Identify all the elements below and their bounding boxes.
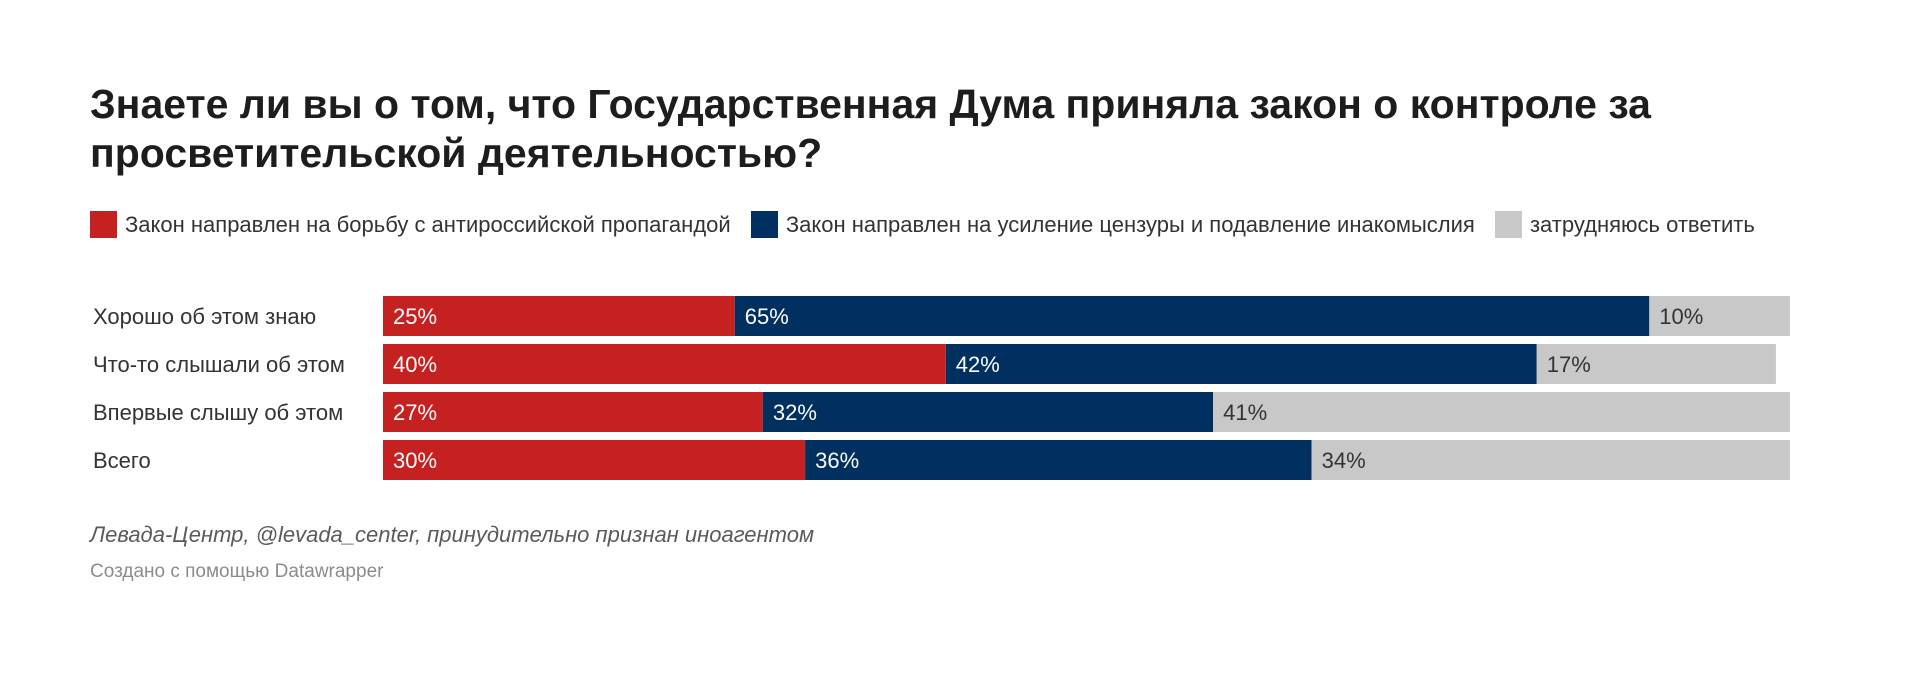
value-label-undecided: 10%: [1659, 304, 1703, 329]
value-label-censorship: 36%: [815, 448, 859, 473]
value-label-propaganda: 27%: [393, 400, 437, 425]
legend-label-censorship: Закон направлен на усиление цензуры и по…: [785, 212, 1475, 237]
value-label-undecided: 17%: [1547, 352, 1591, 377]
legend-label-propaganda: Закон направлен на борьбу с антироссийск…: [125, 212, 731, 237]
source-note: Левада-Центр, @levada_center, принудител…: [90, 522, 815, 547]
row-label: Хорошо об этом знаю: [93, 304, 316, 329]
legend-label-undecided: затрудняюсь ответить: [1529, 212, 1755, 237]
value-label-propaganda: 40%: [393, 352, 437, 377]
value-label-propaganda: 25%: [393, 304, 437, 329]
legend-swatch-blue: [750, 211, 778, 238]
credit-note: Создано с помощью Datawrapper: [90, 561, 384, 582]
legend-item-censorship: Закон направлен на усиление цензуры и по…: [750, 211, 1475, 238]
value-label-censorship: 42%: [956, 352, 1000, 377]
bar-segment-propaganda: [383, 440, 806, 480]
legend-item-undecided: затрудняюсь ответить: [1494, 211, 1755, 238]
legend-item-propaganda: Закон направлен на борьбу с антироссийск…: [90, 211, 731, 238]
value-label-censorship: 65%: [745, 304, 789, 329]
bar-segment-undecided: [1311, 440, 1790, 480]
legend-swatch-red: [90, 211, 117, 238]
bar-segment-censorship: [762, 392, 1214, 432]
bar-segment-censorship: [945, 344, 1537, 384]
chart-title: Знаете ли вы о том, что Государственная …: [90, 81, 1651, 176]
value-label-censorship: 32%: [773, 400, 817, 425]
chart-legend: Закон направлен на борьбу с антироссийск…: [90, 208, 1840, 242]
bar-segment-undecided: [1649, 296, 1790, 336]
row-label: Что-то слышали об этом: [93, 352, 345, 377]
row-label: Впервые слышу об этом: [93, 400, 343, 425]
legend-swatch-gray: [1494, 211, 1522, 238]
bar-segment-propaganda: [383, 296, 735, 336]
bar-segment-censorship: [805, 440, 1312, 480]
row-label: Всего: [93, 448, 151, 473]
bar-segment-propaganda: [383, 344, 946, 384]
bar-segment-propaganda: [383, 392, 763, 432]
bar-segment-censorship: [734, 296, 1650, 336]
bar-segment-undecided: [1536, 344, 1776, 384]
value-label-undecided: 34%: [1322, 448, 1366, 473]
value-label-propaganda: 30%: [393, 448, 437, 473]
bar-segment-undecided: [1213, 392, 1790, 432]
value-label-undecided: 41%: [1223, 400, 1267, 425]
